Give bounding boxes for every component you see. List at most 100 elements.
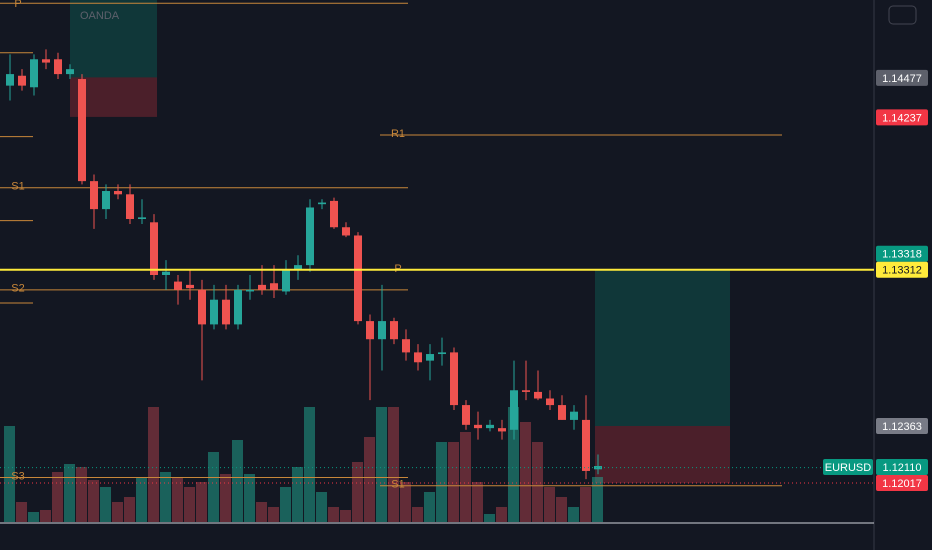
volume-bar [196,482,207,522]
price-label-bg [876,69,928,86]
candle-body [270,283,278,290]
candle-body [366,321,374,340]
volume-bar [280,487,291,522]
volume-bar [100,487,111,522]
volume-bar [316,492,327,522]
position-stop [595,425,730,483]
volume-bar [484,514,495,522]
candle-body [318,202,326,205]
volume-bar [124,497,135,522]
price-label: 1.13312 [882,265,922,277]
candle-body [570,411,578,420]
price-label: 1.12363 [882,421,922,433]
volume-bar [148,407,159,522]
volume-bar [76,467,87,522]
pivot-label: S1 [11,181,24,193]
volume-bar [88,480,99,522]
price-label-bg [876,474,928,491]
candle-body [162,271,170,275]
candle-body [426,354,434,361]
candle-body [90,181,98,210]
price-label-bg [876,458,928,475]
price-label-bg [876,245,928,262]
volume-bar [412,507,423,522]
candle-body [258,284,266,290]
position-target [70,0,157,78]
volume-bar [292,467,303,522]
volume-bar [244,474,255,522]
volume-bar [580,487,591,522]
volume-bar [460,432,471,522]
volume-bar [112,502,123,522]
candle-body [30,59,38,88]
volume-bar [376,407,387,522]
candle-body [102,191,110,210]
candle-body [78,79,86,182]
volume-bar [532,442,543,522]
volume-bar [472,482,483,522]
volume-bar [544,487,555,522]
candle-body [174,281,182,290]
candle-body [486,424,494,429]
volume-bar [220,474,231,522]
volume-bar [160,472,171,522]
pivot-label: P [14,0,21,10]
volume-bar [496,507,507,522]
volume-bar [52,472,63,522]
watermark: OANDA [80,10,120,22]
candle-body [522,390,530,392]
candle-body [390,321,398,340]
volume-bar [352,462,363,522]
settings-button[interactable] [888,5,917,25]
position-target [595,269,730,426]
price-label-bg [876,109,928,126]
volume-bar [556,497,567,522]
volume-bar [184,487,195,522]
candle-body [306,207,314,266]
volume-bar [256,502,267,522]
candle-body [6,74,14,86]
candle-body [582,419,590,471]
volume-bar [64,464,75,522]
volume-bar [508,407,519,522]
volume-bar [4,426,15,522]
volume-bar [388,407,399,522]
volume-bar [592,477,603,522]
volume-bar [28,512,39,522]
volume-bar [364,437,375,522]
candle-body [66,69,74,75]
volume-bar [400,482,411,522]
candle-body [330,200,338,228]
candle-body [114,191,122,195]
candle-body [378,321,386,340]
price-label: 1.12017 [882,478,922,490]
volume-bar [208,452,219,522]
candle-body [294,265,302,271]
symbol-label: EURUSD [825,462,872,474]
volume-bar [424,492,435,522]
price-label-bg [876,417,928,434]
candle-body [138,217,146,220]
price-label: 1.13318 [882,249,922,261]
volume-bar [448,442,459,522]
candle-body [534,391,542,399]
candle-body [150,222,158,275]
volume-bar [436,442,447,522]
candle-body [414,352,422,363]
pivot-label: S3 [11,470,24,482]
candle-body [594,466,602,470]
candle-body [186,284,194,289]
candle-body [474,424,482,429]
price-label: 1.14477 [882,73,922,85]
volume-bar [172,477,183,522]
candle-body [558,405,566,420]
volume-bar [136,477,147,522]
price-label-bg [876,261,928,278]
candle-body [354,235,362,322]
price-label: 1.12110 [883,462,922,474]
pivot-label: R1 [391,128,405,140]
candle-body [54,59,62,75]
